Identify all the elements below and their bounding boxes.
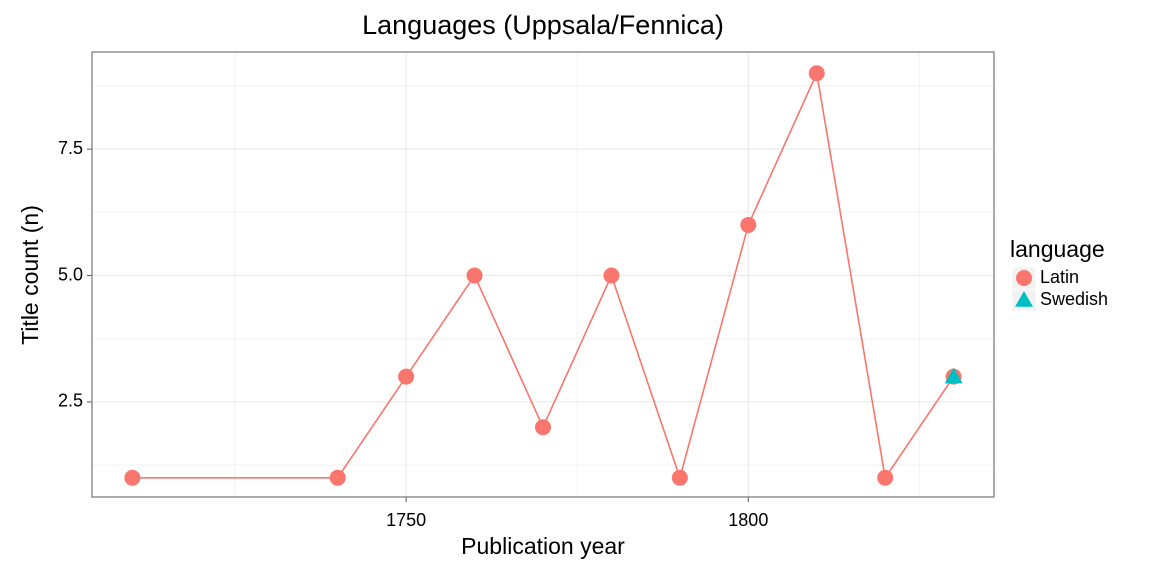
marker [329, 469, 346, 486]
x-tick-label: 1800 [728, 510, 768, 530]
marker [466, 267, 483, 284]
plot-border [91, 51, 995, 498]
y-tick-label: 2.5 [58, 391, 83, 411]
marker [603, 267, 620, 284]
y-axis-label: Title count (n) [17, 205, 43, 345]
y-tick-label: 5.0 [58, 264, 83, 284]
x-axis-label: Publication year [461, 533, 625, 559]
legend-title: language [1010, 236, 1105, 262]
marker [740, 216, 757, 233]
marker [1016, 270, 1032, 286]
marker [944, 367, 963, 384]
marker [398, 368, 415, 385]
marker [1015, 291, 1033, 307]
legend-label: Swedish [1040, 289, 1108, 309]
chart-title: Languages (Uppsala/Fennica) [362, 10, 724, 40]
legend-label: Latin [1040, 267, 1079, 287]
marker [535, 419, 551, 436]
marker [877, 469, 894, 486]
y-tick-label: 7.5 [58, 138, 83, 158]
x-tick-label: 1750 [386, 510, 426, 530]
marker [808, 65, 825, 82]
marker [671, 469, 688, 486]
marker [124, 469, 141, 486]
